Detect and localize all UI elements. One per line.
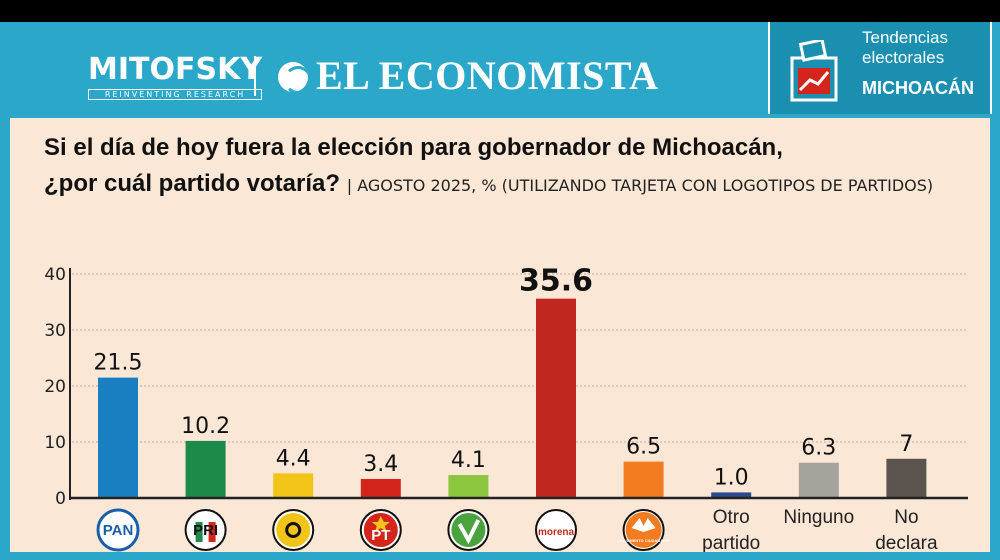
economista-emblem-icon <box>278 62 308 92</box>
tendencias-badge: Tendencias electorales MICHOACÁN <box>768 22 992 114</box>
bar-chart: 0 10 20 30 40 21.5 10.2 4.4 3.4 4.1 35.6 6.5 1.0 6.3 7… <box>44 264 968 552</box>
category-label: declara <box>875 533 938 552</box>
economista-name: EL ECONOMISTA <box>316 53 659 98</box>
bar-no-declara <box>886 458 927 498</box>
ballot-box-icon <box>790 40 838 102</box>
party-logo-text: PAN <box>103 522 134 539</box>
value-label: 10.2 <box>181 414 230 439</box>
badge-state: MICHOACÁN <box>862 78 974 98</box>
prd-sun-center <box>288 525 299 535</box>
mc-eagle <box>631 518 656 532</box>
badge-line1: Tendencias <box>862 28 949 47</box>
badge-title: Tendencias electorales <box>862 28 948 68</box>
mitofsky-logo: MITOFSKY REINVENTING RESEARCH <box>88 52 263 100</box>
y-tick-label: 0 <box>55 489 66 509</box>
frame: MITOFSKY REINVENTING RESEARCH EL ECONOMI… <box>0 22 1000 560</box>
mitofsky-tagline: REINVENTING RESEARCH <box>88 89 263 100</box>
y-tick-label: 40 <box>44 265 66 285</box>
party-logo-text: MOVIMIENTO CIUDADANO <box>618 538 669 543</box>
value-label: 7 <box>899 432 913 457</box>
pt-disc <box>363 513 398 547</box>
chart-question: ¿por cuál partido votaría? <box>44 170 341 197</box>
party-logo-text: PRI <box>193 522 218 539</box>
category-label: No <box>894 507 918 528</box>
y-tick-label: 20 <box>44 377 66 397</box>
bar-pt <box>360 478 401 498</box>
header-separator <box>254 56 256 96</box>
category-label: Otro <box>713 507 750 528</box>
chart-title-line2: ¿por cuál partido votaría? | AGOSTO 2025… <box>44 170 933 198</box>
value-label: 6.5 <box>626 435 661 460</box>
party-logo-pan-icon <box>96 508 140 552</box>
value-label: 4.1 <box>451 448 486 473</box>
pt-star <box>371 516 390 532</box>
pvem-check <box>457 519 481 545</box>
bar-pvem <box>448 475 489 498</box>
pri-stripe <box>208 522 216 542</box>
mitofsky-name: MITOFSKY <box>88 52 263 87</box>
category-label: Ninguno <box>783 507 854 528</box>
pri-stripe <box>195 522 203 542</box>
value-label: 6.3 <box>801 436 836 461</box>
badge-line2: electorales <box>862 48 945 67</box>
value-label: 3.4 <box>363 452 398 477</box>
value-label: 1.0 <box>714 465 749 490</box>
y-tick-label: 30 <box>44 321 66 341</box>
bar-mc <box>623 461 664 498</box>
bar-morena <box>536 298 576 498</box>
chart-panel: Si el día de hoy fuera la elección para … <box>10 118 990 552</box>
bar-prd <box>273 473 314 498</box>
y-tick-label: 10 <box>44 433 66 453</box>
value-label: 21.5 <box>94 351 143 376</box>
bar-otro-partido <box>711 492 752 498</box>
party-logo-text: morena <box>538 527 575 538</box>
value-label: 4.4 <box>276 446 311 471</box>
party-logo-text: PT <box>371 527 390 544</box>
party-logo-morena-icon <box>535 509 577 551</box>
bar-pan <box>98 377 138 498</box>
header: MITOFSKY REINVENTING RESEARCH EL ECONOMI… <box>0 22 1000 114</box>
el-economista-logo: EL ECONOMISTA <box>278 52 659 99</box>
bar-pri <box>185 440 226 498</box>
category-label: partido <box>702 533 760 552</box>
value-label: 35.6 <box>519 264 593 299</box>
chart-title: Si el día de hoy fuera la elección para … <box>44 134 783 161</box>
chart-subtitle: | AGOSTO 2025, % (UTILIZANDO TARJETA CON… <box>346 176 934 195</box>
bar-ninguno <box>798 462 839 498</box>
